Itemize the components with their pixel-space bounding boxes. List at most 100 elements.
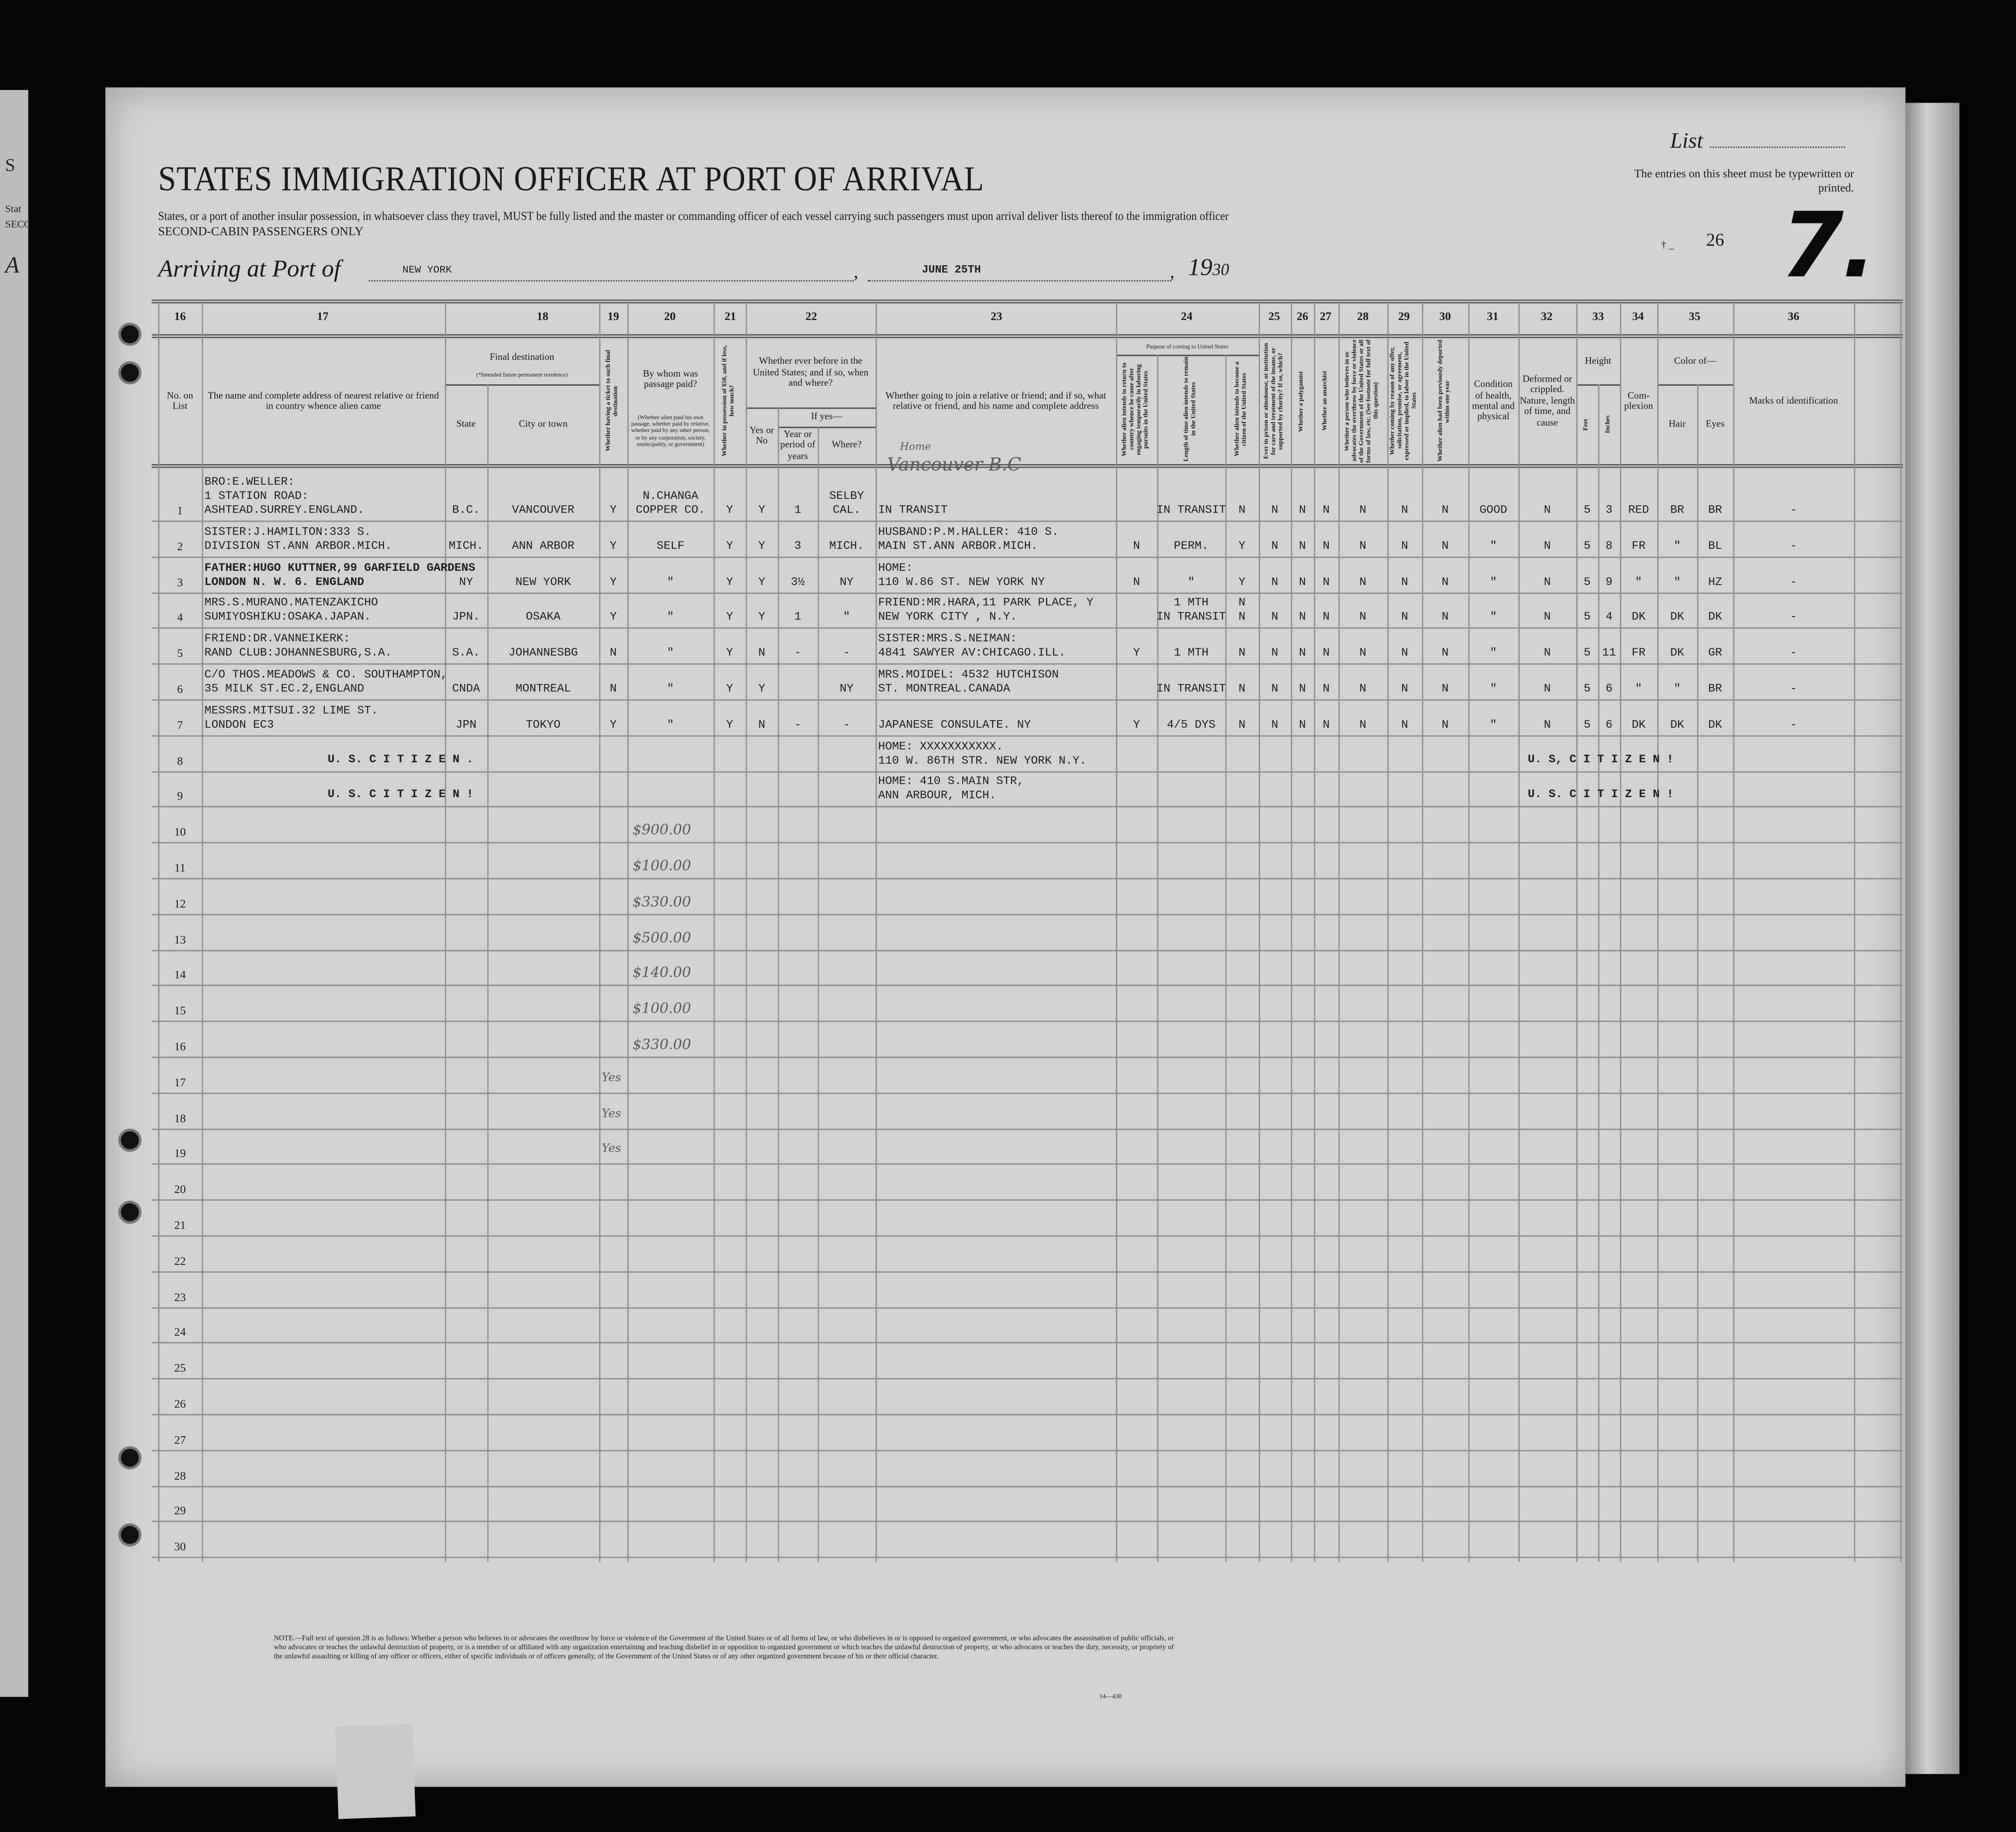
cell-line: HOME: [878,561,913,574]
cell-line: 5 [1583,539,1591,553]
handwritten-note: $100.00 [632,857,691,875]
row-number: 10 [174,826,186,839]
cell-inches: 6 [1598,620,1620,697]
cell-feet: 5 [1576,441,1598,518]
punch-hole [121,1526,139,1544]
cell-line: IN TRANSIT [1156,611,1226,624]
cell-line: N [1238,597,1246,610]
cell-purpose-length: IN TRANSIT [1156,441,1226,518]
column-number: 23 [991,310,1003,323]
fragment-text: A [5,252,20,278]
cell-line: 1 [794,611,801,624]
header-no-on-list: No. on List [167,389,193,411]
cell-line: N.CHANGA [642,490,699,503]
header-paid-by-note: (Whether alien paid his own passage, whe… [631,414,710,447]
cell-line: Y [758,539,766,553]
cell-line: LONDON N. W. 6. ENGLAND [204,575,364,589]
column-rule [1387,299,1389,1562]
cell-relative: SISTER:J.HAMILTON:333 S. DIVISION ST.ANN … [202,476,448,553]
cell-purpose-citizen: N [1225,656,1259,733]
cell-q28: N [1338,476,1387,553]
cell-state: JPN. [445,548,488,625]
column-number: 30 [1439,310,1451,323]
cell-line: N [1544,611,1551,624]
cell-purpose-length: " [1157,512,1225,589]
cell-line: MICH. [829,539,864,553]
cell-where: - [818,584,876,661]
cell-line: 1 STATION ROAD: [204,490,309,503]
cell-purpose-length: PERM. [1157,476,1225,553]
cell-line: N [1238,683,1246,696]
cell-joining: HOME: 110 W.86 ST. NEW YORK NY [876,512,1118,589]
cell-line: N [1298,575,1306,589]
header-complexion: Com-plexion [1624,389,1653,411]
port-field: NEW YORK [369,262,854,282]
row-rule [152,663,1903,665]
cell-line: BR [1670,503,1684,517]
cell-line: N [1238,503,1246,517]
cell-line: NY [839,575,854,589]
row-rule [152,1342,1903,1344]
row-rule [152,1521,1903,1523]
cell-marks: - [1733,441,1854,518]
cell-deformed: N [1518,441,1576,518]
cell-line: DK [1708,611,1722,624]
cell-line: 5 [1583,718,1591,732]
row-number: 11 [174,861,186,875]
header-final-destination-note: (*Intended future permanent residence) [476,372,568,379]
cell-line: Y [609,611,617,624]
cell-line: N [1298,611,1306,624]
row-rule [152,1164,1903,1165]
subheader-rule [745,407,876,409]
cell-before: Y [746,548,778,625]
cell-line: Y [726,575,734,589]
column-rule [1900,299,1902,1562]
cell-line: ANN ARBOUR, MICH. [878,790,997,803]
cell-line: N [1322,718,1330,732]
row-number: 1 [177,503,183,517]
cell-where: NY [818,620,876,697]
cell-health: " [1468,620,1518,697]
row-rule [152,592,1903,594]
cell-line: N [1271,503,1278,517]
column-number: 27 [1320,310,1331,323]
cell-purpose-length: 1 MTH IN TRANSIT [1156,548,1226,625]
cell-q28: N [1338,620,1387,697]
cell-eyes: DK [1697,548,1733,625]
cell-marks: - [1733,620,1854,697]
cell-complexion: RED [1620,441,1657,518]
cell-line: N [1322,503,1330,517]
cell-money: Y [713,476,745,553]
column-number: 21 [724,310,736,323]
cell-deported: N [1422,620,1468,697]
cell-prison: N [1259,476,1291,553]
cell-line: BRO:E.WELLER: [204,476,295,489]
cell-joining: JAPANESE CONSULATE. NY [876,656,1118,733]
column-rule [713,299,715,1562]
cell-line: Y [1133,718,1140,732]
cell-q29: N [1387,548,1422,625]
cell-relative: BRO:E.WELLER: 1 STATION ROAD: ASHTEAD.SURR… [202,441,448,518]
cell-line: N [1322,611,1330,624]
cell-line: 3 [794,539,801,553]
handwritten-note: Yes [602,1072,621,1085]
cell-complexion: " [1620,512,1657,589]
column-rule [778,407,779,1562]
column-rule [627,299,629,1562]
cell-line: - [1790,575,1797,589]
cell-q29: N [1387,584,1422,661]
column-rule [1259,299,1260,1562]
header-joining: Whether going to join a relative or frie… [885,389,1107,411]
column-rule [817,427,819,1562]
row-rule [152,735,1903,737]
header-marks: Marks of identification [1749,394,1838,406]
row-number: 17 [174,1076,186,1089]
sheet-number: 7. [1769,192,1889,299]
row-number: 14 [174,968,186,982]
cell-line: N [1544,683,1551,696]
cell-q29: N [1387,512,1422,589]
cell-line: " [1673,539,1681,553]
column-number: 26 [1296,310,1309,323]
column-rule [1291,299,1293,1562]
cell-complexion: DK [1620,656,1657,733]
